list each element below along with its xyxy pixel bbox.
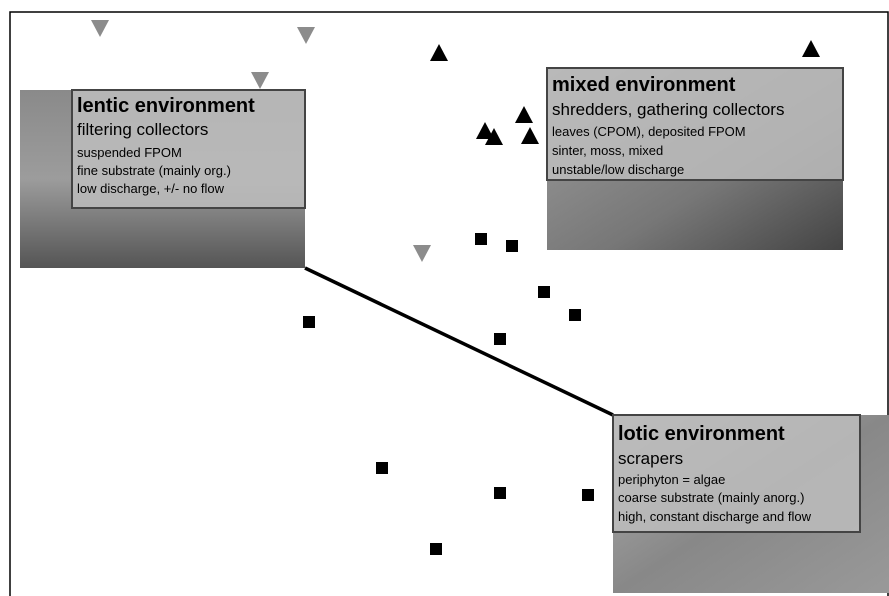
box-title: lentic environment bbox=[77, 95, 255, 117]
box-line: coarse substrate (mainly anorg.) bbox=[618, 490, 804, 505]
box-title: lotic environment bbox=[618, 423, 785, 445]
box-subtitle: shredders, gathering collectors bbox=[552, 100, 784, 119]
box-line: fine substrate (mainly org.) bbox=[77, 163, 231, 178]
label-box bbox=[71, 89, 306, 209]
lentic-panel: lentic environment filtering collectors … bbox=[20, 89, 306, 268]
box-line: suspended FPOM bbox=[77, 145, 182, 160]
label-box bbox=[612, 414, 861, 533]
box-line: low discharge, +/- no flow bbox=[77, 181, 225, 196]
mixed-panel: mixed environment shredders, gathering c… bbox=[546, 67, 844, 250]
black-squares bbox=[303, 233, 594, 555]
box-line: leaves (CPOM), deposited FPOM bbox=[552, 124, 746, 139]
box-line: periphyton = algae bbox=[618, 472, 725, 487]
box-subtitle: filtering collectors bbox=[77, 120, 208, 139]
divider-line bbox=[304, 266, 614, 417]
box-line: sinter, moss, mixed bbox=[552, 143, 663, 158]
frame bbox=[9, 11, 889, 596]
box-title: mixed environment bbox=[552, 74, 736, 96]
box-subtitle: scrapers bbox=[618, 449, 683, 468]
lotic-panel: lotic environment scrapers periphyton = … bbox=[612, 414, 889, 593]
black-triangles bbox=[430, 40, 820, 145]
box-line: high, constant discharge and flow bbox=[618, 509, 812, 524]
label-box bbox=[546, 67, 844, 181]
grey-triangles bbox=[91, 20, 431, 262]
box-line: unstable/low discharge bbox=[552, 162, 684, 177]
